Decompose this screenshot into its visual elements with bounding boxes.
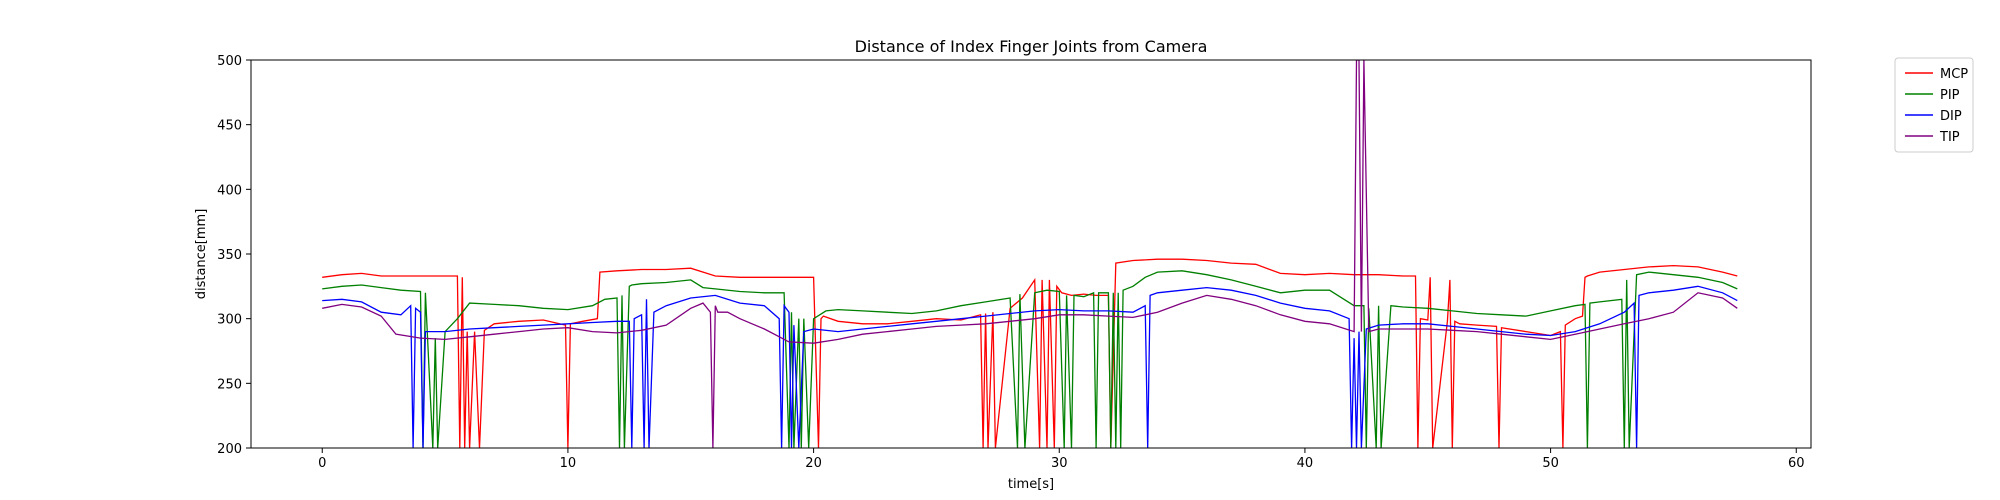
y-tick-label: 300 bbox=[217, 313, 242, 328]
legend-label: TIP bbox=[1939, 130, 1960, 145]
x-axis: 0 10 20 30 40 50 60 bbox=[318, 448, 1805, 471]
legend-label: MCP bbox=[1940, 67, 1968, 82]
legend-box bbox=[1894, 57, 1974, 153]
series-line-dip bbox=[322, 285, 1738, 448]
plot-area bbox=[250, 59, 1812, 449]
y-tick-label: 500 bbox=[217, 54, 242, 69]
y-axis-label: distance[mm] bbox=[194, 209, 209, 300]
x-tick-label: 0 bbox=[318, 456, 326, 471]
series-layer bbox=[322, 60, 1738, 448]
series-line-pip bbox=[322, 270, 1738, 448]
y-tick-label: 400 bbox=[217, 183, 242, 198]
series-line-tip bbox=[322, 60, 1738, 448]
x-tick-label: 50 bbox=[1542, 456, 1559, 471]
y-tick-label: 350 bbox=[217, 248, 242, 263]
x-axis-label: time[s] bbox=[1008, 477, 1054, 492]
x-tick-label: 20 bbox=[805, 456, 822, 471]
x-tick-label: 10 bbox=[560, 456, 577, 471]
x-tick-label: 40 bbox=[1297, 456, 1314, 471]
series-line-mcp bbox=[322, 258, 1738, 448]
y-tick-label: 250 bbox=[217, 377, 242, 392]
legend: MCP PIP DIP TIP bbox=[1894, 57, 1974, 153]
y-tick-label: 450 bbox=[217, 119, 242, 134]
y-axis: 200 250 300 350 400 450 500 bbox=[217, 54, 251, 457]
chart-title: Distance of Index Finger Joints from Cam… bbox=[855, 37, 1208, 56]
x-tick-label: 60 bbox=[1788, 456, 1805, 471]
x-tick-label: 30 bbox=[1051, 456, 1068, 471]
legend-label: DIP bbox=[1940, 109, 1962, 124]
y-tick-label: 200 bbox=[217, 442, 242, 457]
legend-label: PIP bbox=[1940, 88, 1960, 103]
plot-frame bbox=[250, 59, 1812, 449]
